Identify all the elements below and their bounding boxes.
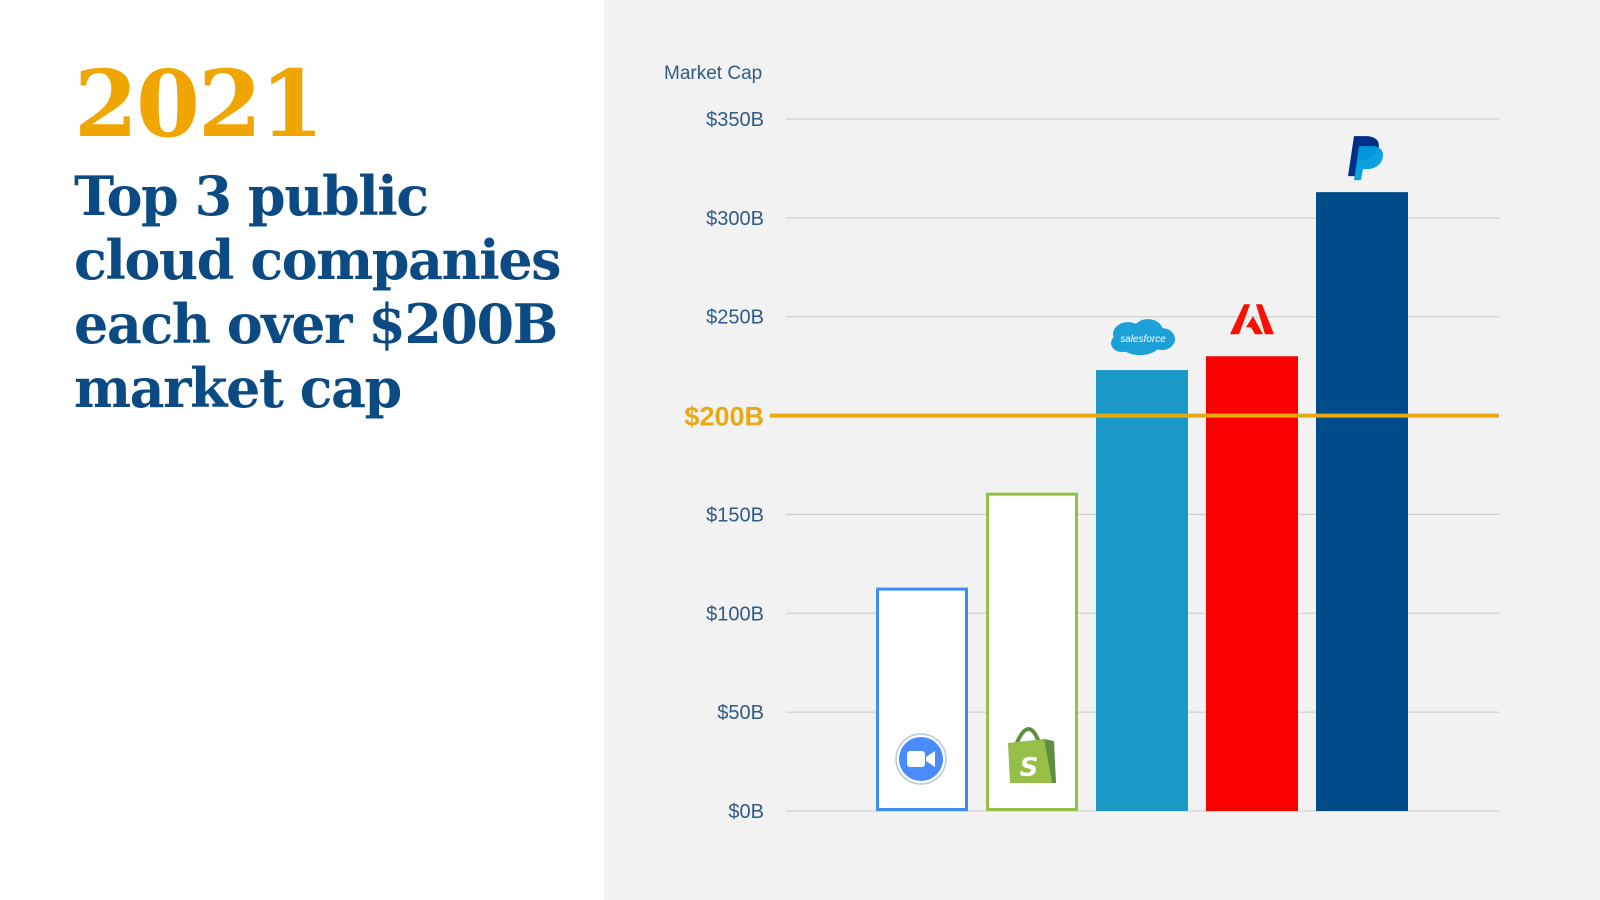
bar-paypal xyxy=(1316,192,1408,811)
reference-line-label: $200B xyxy=(684,402,764,432)
shopify-logo: S xyxy=(1008,727,1056,783)
zoom-logo xyxy=(895,733,947,785)
y-tick-label: $250B xyxy=(706,307,764,329)
bar-salesforce xyxy=(1096,370,1188,811)
salesforce-wordmark: salesforce xyxy=(1120,334,1166,345)
zoom-camera-lens xyxy=(926,751,935,767)
bar-adobe xyxy=(1206,356,1298,811)
y-tick-label: $300B xyxy=(706,208,764,230)
y-tick-label: $150B xyxy=(706,504,764,526)
y-axis-label: Market Cap xyxy=(664,63,762,84)
salesforce-logo: salesforce xyxy=(1111,319,1175,356)
year-title: 2021 xyxy=(74,50,324,158)
y-tick-label: $50B xyxy=(717,702,764,724)
y-tick-label: $350B xyxy=(706,109,764,131)
market-cap-bar-chart: Market Cap $0B $50B $100B $150B $250B $300B $3… xyxy=(664,63,1499,823)
paypal-logo xyxy=(1348,136,1383,181)
shopify-s-mark: S xyxy=(1020,753,1039,783)
bars xyxy=(876,192,1408,812)
salesforce-cloud-puff xyxy=(1111,334,1133,353)
y-tick-label: $100B xyxy=(706,603,764,625)
adobe-center-stroke xyxy=(1246,316,1263,335)
y-tick-labels: $0B $50B $100B $150B $250B $300B $350B xyxy=(706,109,764,823)
adobe-right-stroke xyxy=(1256,304,1274,335)
y-tick-label: $0B xyxy=(728,801,764,823)
shopify-bag-front xyxy=(1008,739,1052,783)
adobe-left-stroke xyxy=(1230,304,1250,335)
chart-panel: Market Cap $0B $50B $100B $150B $250B $300B $3… xyxy=(604,0,1600,900)
title-panel: 2021 Top 3 public cloud companies each o… xyxy=(0,0,604,900)
zoom-camera-body xyxy=(907,751,925,767)
shopify-bag-side xyxy=(1044,739,1056,783)
paypal-p-front xyxy=(1354,146,1383,181)
adobe-logo xyxy=(1230,304,1274,335)
headline: Top 3 public cloud companies each over $… xyxy=(74,164,562,420)
reference-line-group: $200B xyxy=(684,402,1499,432)
